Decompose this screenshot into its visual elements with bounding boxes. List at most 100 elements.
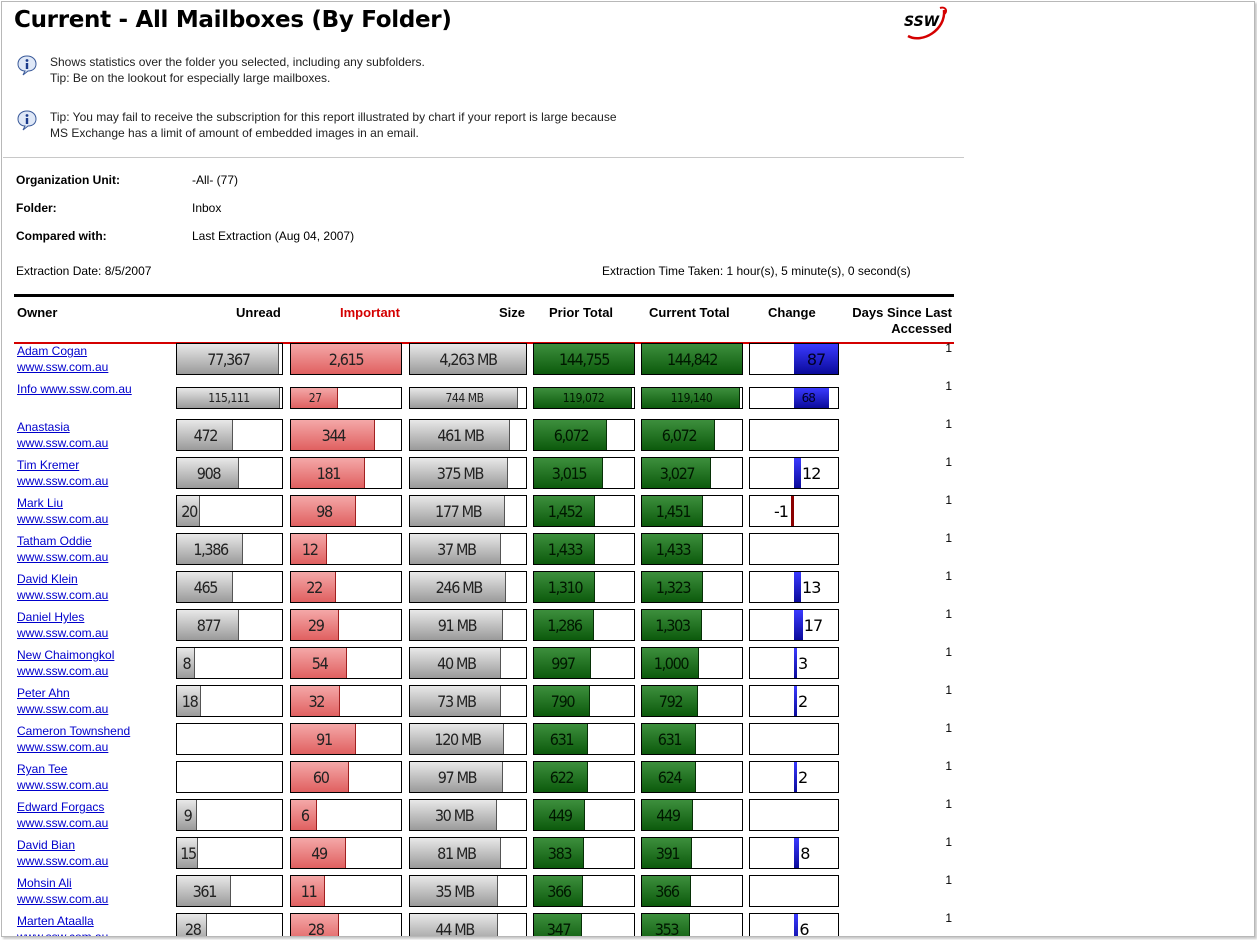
size-bar-fill xyxy=(410,388,518,408)
size-value: 97 MB xyxy=(437,767,478,787)
important-bar: 11 xyxy=(290,875,402,907)
size-value: 73 MB xyxy=(437,691,477,711)
owner-name-link[interactable]: Tatham Oddie xyxy=(17,534,92,548)
prior-bar-fill xyxy=(534,344,634,374)
important-value: 12 xyxy=(301,539,319,559)
change-positive-fill xyxy=(794,686,797,716)
owner-site-link[interactable]: www.ssw.com.au xyxy=(17,474,109,488)
current-value: 449 xyxy=(656,805,681,825)
important-bar-fill xyxy=(291,876,325,906)
change-bar: 87 xyxy=(749,343,839,375)
owner-name-link[interactable]: Marten Ataalla xyxy=(17,914,94,928)
unread-value: 472 xyxy=(193,425,219,445)
change-positive-fill xyxy=(794,648,797,678)
col-important: Important xyxy=(340,305,400,320)
owner-name-link[interactable]: Peter Ahn xyxy=(17,686,70,700)
change-value: 87 xyxy=(806,349,826,369)
days-since-accessed: 1 xyxy=(945,341,952,355)
owner-site-link[interactable]: www.ssw.com.au xyxy=(17,740,109,754)
owner-name-link[interactable]: Daniel Hyles xyxy=(17,610,85,624)
size-value: 744 MB xyxy=(445,391,484,405)
size-bar: 35 MB xyxy=(409,875,527,907)
change-value: -1 xyxy=(774,501,789,521)
owner-site-link[interactable]: www.ssw.com.au xyxy=(17,664,109,678)
change-positive-fill xyxy=(794,572,802,602)
change-value: 17 xyxy=(803,615,823,635)
days-since-accessed: 1 xyxy=(945,379,952,393)
current-bar: 1,323 xyxy=(641,571,743,603)
prior-bar-fill xyxy=(534,534,595,564)
important-value: 54 xyxy=(311,653,329,673)
size-bar-fill xyxy=(410,648,502,678)
size-value: 35 MB xyxy=(435,881,475,901)
unread-bar-fill xyxy=(177,648,195,678)
prior-bar-fill xyxy=(534,496,595,526)
table-row: Daniel Hyles www.ssw.com.au 877 29 91 MB 1,28… xyxy=(14,607,954,645)
unread-bar: 465 xyxy=(176,571,283,603)
owner-site-link[interactable]: www.ssw.com.au xyxy=(17,512,109,526)
owner-site-link[interactable]: www.ssw.com.au xyxy=(17,930,109,937)
owner-site-link[interactable]: www.ssw.com.au xyxy=(17,816,109,830)
owner-name-link[interactable]: Cameron Townshend xyxy=(17,724,131,738)
owner-name-link[interactable]: Ryan Tee xyxy=(17,762,68,776)
prior-bar-fill xyxy=(534,838,584,868)
owner-site-link[interactable]: www.ssw.com.au xyxy=(17,892,109,906)
prior-bar-fill xyxy=(534,388,632,408)
col-prior-total: Prior Total xyxy=(549,305,614,320)
important-bar-fill xyxy=(291,534,328,564)
owner-site-link[interactable]: www.ssw.com.au xyxy=(17,778,109,792)
size-value: 120 MB xyxy=(434,729,482,749)
owner-name-link[interactable]: Info www.ssw.com.au xyxy=(17,382,132,396)
current-bar-fill xyxy=(642,686,698,716)
owner-name-link[interactable]: Adam Cogan xyxy=(17,344,88,358)
unread-value: 8 xyxy=(182,653,192,673)
size-bar-fill xyxy=(410,724,504,754)
tip-line-2: Tip: Be on the lookout for especially la… xyxy=(50,71,331,85)
owner-name-link[interactable]: David Klein xyxy=(17,572,78,586)
current-value: 391 xyxy=(655,843,681,863)
unread-bar-fill xyxy=(177,876,231,906)
owner-name-link[interactable]: New Chaimongkol xyxy=(17,648,115,662)
current-bar-fill xyxy=(642,610,702,640)
owner-site-link[interactable]: www.ssw.com.au xyxy=(17,436,109,450)
size-bar-fill xyxy=(410,458,509,488)
owner-name-link[interactable]: Edward Forgacs xyxy=(17,800,105,814)
change-value: 12 xyxy=(802,463,821,483)
owner-name-link[interactable]: Mohsin Ali xyxy=(17,876,72,890)
unread-value: 15 xyxy=(180,843,197,863)
owner-site-link[interactable]: www.ssw.com.au xyxy=(17,626,109,640)
owner-name-link[interactable]: Tim Kremer xyxy=(17,458,80,472)
change-positive-fill xyxy=(794,838,800,868)
col-size: Size xyxy=(499,305,526,320)
days-since-accessed: 1 xyxy=(945,759,952,773)
owner-name-link[interactable]: David Bian xyxy=(17,838,76,852)
days-since-accessed: 1 xyxy=(945,683,952,697)
size-bar: 44 MB xyxy=(409,913,527,936)
important-value: 181 xyxy=(316,463,342,483)
current-value: 631 xyxy=(657,729,683,749)
tip-line-1: Tip: You may fail to receive the subscri… xyxy=(50,110,617,124)
owner-name-link[interactable]: Anastasia xyxy=(17,420,70,434)
owner-site-link[interactable]: www.ssw.com.au xyxy=(17,588,109,602)
org-unit-label: Organization Unit: xyxy=(16,173,120,187)
owner-cell: Ryan Tee www.ssw.com.au xyxy=(17,761,108,793)
unread-bar xyxy=(176,761,283,793)
current-bar-fill xyxy=(642,572,703,602)
unread-bar: 15 xyxy=(176,837,283,869)
change-bar xyxy=(749,533,839,565)
owner-site-link[interactable]: www.ssw.com.au xyxy=(17,702,109,716)
important-value: 344 xyxy=(321,425,347,445)
important-bar-fill xyxy=(291,572,336,602)
change-value: 6 xyxy=(799,919,809,937)
prior-bar: 144,755 xyxy=(533,343,635,375)
owner-site-link[interactable]: www.ssw.com.au xyxy=(17,854,109,868)
current-bar: 391 xyxy=(641,837,743,869)
owner-name-link[interactable]: Mark Liu xyxy=(17,496,64,510)
col-change: Change xyxy=(768,305,816,320)
prior-bar: 622 xyxy=(533,761,635,793)
owner-site-link[interactable]: www.ssw.com.au xyxy=(17,550,109,564)
owner-site-link[interactable]: www.ssw.com.au xyxy=(17,360,109,374)
important-bar: 27 xyxy=(290,387,402,409)
current-bar-fill xyxy=(642,724,696,754)
